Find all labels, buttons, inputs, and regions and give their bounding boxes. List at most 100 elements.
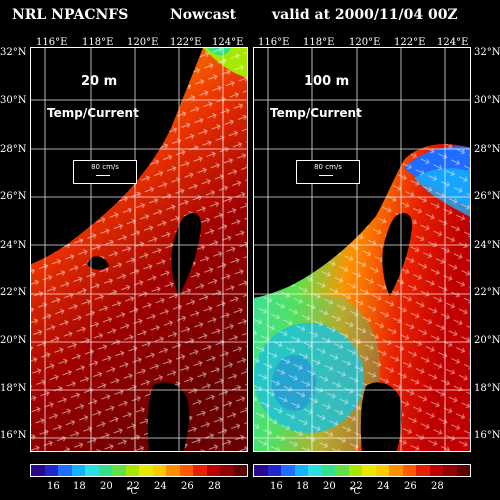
depth-label: 20 m — [81, 74, 118, 89]
lat-label-32: 32°N — [474, 47, 500, 58]
reference-vector-box: 80 cm/s — [296, 160, 360, 184]
temperature-field-100m — [254, 48, 470, 451]
lat-label-24: 24°N — [0, 240, 27, 251]
colorbar-swatch — [281, 465, 295, 476]
map-panel-20m: 20 m Temp/Current 80 cm/s — [30, 47, 248, 452]
lat-label-20: 20°N — [0, 335, 27, 346]
reference-vector-box: 80 cm/s — [73, 160, 137, 184]
colorbar-swatch — [335, 465, 349, 476]
colorbar-swatch — [294, 465, 308, 476]
colorbar-swatch — [254, 465, 268, 476]
colorbar-swatch — [348, 465, 362, 476]
taiwan-island — [382, 213, 413, 296]
colorbar-swatch — [152, 465, 166, 476]
luzon-island — [360, 382, 403, 451]
temperature-field-20m — [31, 48, 247, 451]
colorbar-swatch — [233, 465, 247, 476]
colorbar-tick: 22 — [350, 481, 363, 492]
reference-arrow-icon — [96, 175, 110, 176]
colorbar-tick: 22 — [127, 481, 140, 492]
colorbar-tick: 16 — [270, 481, 283, 492]
lat-label-20: 20°N — [474, 335, 500, 346]
lat-label-22: 22°N — [474, 287, 500, 298]
colorbar-swatch — [416, 465, 430, 476]
colorbar-swatch — [85, 465, 99, 476]
colorbar-unit: °C — [349, 487, 361, 497]
colorbar-swatch — [44, 465, 58, 476]
panel-subtitle: Temp/Current — [47, 106, 139, 120]
lon-label-122: 122°E — [170, 37, 202, 48]
colorbar-tick: 24 — [154, 481, 167, 492]
reference-vector-label: 80 cm/s — [91, 163, 119, 171]
title-model: NRL NPACNFS — [12, 7, 129, 23]
lat-label-32: 32°N — [0, 47, 27, 58]
title-nowcast: Nowcast — [170, 7, 237, 23]
lon-label-118: 118°E — [303, 37, 335, 48]
lon-label-120: 120°E — [349, 37, 381, 48]
lat-label-26: 26°N — [0, 191, 27, 202]
lat-label-26: 26°N — [474, 191, 500, 202]
lat-label-18: 18°N — [0, 383, 27, 394]
lat-label-22: 22°N — [0, 287, 27, 298]
colorbar-swatch — [193, 465, 207, 476]
lon-label-120: 120°E — [127, 37, 159, 48]
reference-vector-label: 80 cm/s — [314, 163, 342, 171]
lon-label-116: 116°E — [36, 37, 68, 48]
colorbar-swatch — [389, 465, 403, 476]
colorbar-swatch — [166, 465, 180, 476]
colorbar-tick: 26 — [181, 481, 194, 492]
lat-label-16: 16°N — [474, 430, 500, 441]
colorbar-unit: °C — [126, 487, 138, 497]
colorbar-swatch — [125, 465, 139, 476]
depth-label: 100 m — [304, 74, 350, 89]
colorbar-swatch — [362, 465, 376, 476]
colorbar-swatch — [206, 465, 220, 476]
colorbar-swatch — [429, 465, 443, 476]
colorbar-tick: 18 — [73, 481, 86, 492]
panel-subtitle: Temp/Current — [270, 106, 362, 120]
colorbar-swatch — [443, 465, 457, 476]
colorbar-tick: 26 — [404, 481, 417, 492]
colorbar-tick: 20 — [100, 481, 113, 492]
colorbar-swatch — [402, 465, 416, 476]
colorbar-swatch — [308, 465, 322, 476]
lon-label-122: 122°E — [394, 37, 426, 48]
lat-label-18: 18°N — [474, 383, 500, 394]
colorbar-tick: 28 — [431, 481, 444, 492]
colorbar-swatch — [139, 465, 153, 476]
luzon-island — [147, 382, 190, 451]
china-coast — [31, 48, 203, 264]
colorbar-swatch — [456, 465, 470, 476]
title-valid-time: valid at 2000/11/04 00Z — [272, 7, 458, 23]
lon-label-118: 118°E — [82, 37, 114, 48]
colorbar-100m — [253, 464, 471, 477]
lat-label-30: 30°N — [0, 95, 27, 106]
colorbar-swatch — [267, 465, 281, 476]
colorbar-tick: 16 — [47, 481, 60, 492]
reference-arrow-icon — [319, 175, 333, 176]
colorbar-tick: 28 — [208, 481, 221, 492]
map-panel-100m: 100 m Temp/Current 80 cm/s — [253, 47, 471, 452]
lon-label-124: 124°E — [212, 37, 244, 48]
colorbar-swatch — [31, 465, 45, 476]
colorbar-tick: 20 — [323, 481, 336, 492]
lat-label-28: 28°N — [474, 144, 500, 155]
colorbar-20m — [30, 464, 248, 477]
colorbar-swatch — [112, 465, 126, 476]
colorbar-tick: 18 — [296, 481, 309, 492]
lat-label-28: 28°N — [0, 144, 27, 155]
colorbar-swatch — [58, 465, 72, 476]
lon-label-116: 116°E — [258, 37, 290, 48]
lat-label-30: 30°N — [474, 95, 500, 106]
colorbar-swatch — [220, 465, 234, 476]
colorbar-swatch — [179, 465, 193, 476]
colorbar-swatch — [321, 465, 335, 476]
colorbar-tick: 24 — [377, 481, 390, 492]
colorbar-swatch — [375, 465, 389, 476]
colorbar-swatch — [98, 465, 112, 476]
china-coast — [254, 48, 470, 298]
lat-label-24: 24°N — [474, 240, 500, 251]
lat-label-16: 16°N — [0, 430, 27, 441]
colorbar-swatch — [71, 465, 85, 476]
lon-label-124: 124°E — [437, 37, 469, 48]
